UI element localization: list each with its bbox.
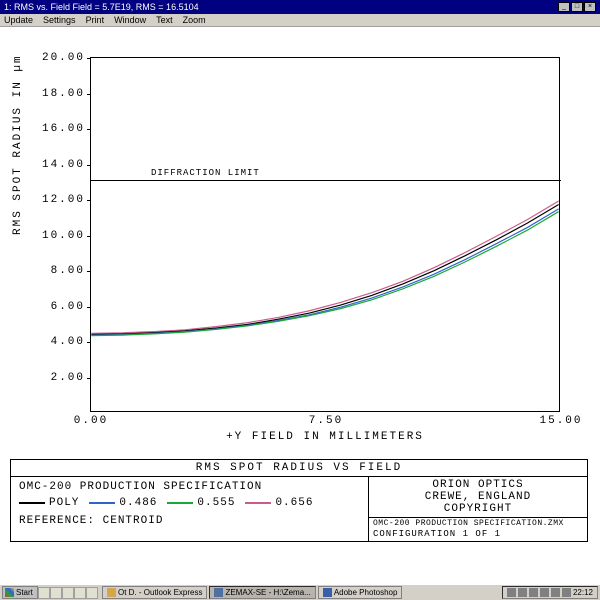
app-label: Ot D. - Outlook Express — [118, 588, 202, 597]
app-icon — [214, 588, 223, 597]
legend-swatch — [19, 502, 45, 504]
diffraction-limit-line — [91, 180, 561, 181]
windows-logo-icon — [5, 588, 14, 597]
menu-window[interactable]: Window — [114, 15, 146, 25]
close-button[interactable]: × — [584, 2, 596, 12]
system-tray: 22:12 — [502, 586, 598, 599]
plot-wrapper: RMS SPOT RADIUS IN µm +Y FIELD IN MILLIM… — [0, 27, 600, 584]
diffraction-limit-label: DIFFRACTION LIMIT — [151, 168, 260, 178]
legend-item: 0.555 — [167, 497, 235, 509]
legend-label: 0.486 — [119, 497, 157, 509]
legend-label: POLY — [49, 497, 79, 509]
window-controls: _ □ × — [558, 2, 596, 12]
copyright-label: COPYRIGHT — [369, 503, 587, 517]
minimize-button[interactable]: _ — [558, 2, 570, 12]
tray-icon[interactable] — [551, 588, 560, 597]
start-label: Start — [16, 588, 33, 597]
quicklaunch-icon[interactable] — [50, 587, 62, 599]
menu-zoom[interactable]: Zoom — [183, 15, 206, 25]
menu-text[interactable]: Text — [156, 15, 173, 25]
x-axis-label: +Y FIELD IN MILLIMETERS — [226, 431, 424, 443]
quicklaunch-icon[interactable] — [86, 587, 98, 599]
spec-right-panel: ORION OPTICS CREWE, ENGLAND COPYRIGHT OM… — [369, 477, 587, 541]
legend-label: 0.656 — [275, 497, 313, 509]
legend-swatch — [167, 502, 193, 504]
spec-reference: REFERENCE: CENTROID — [19, 515, 360, 527]
quicklaunch-icon[interactable] — [62, 587, 74, 599]
quicklaunch-icon[interactable] — [38, 587, 50, 599]
y-tick-label: 2.00 — [51, 372, 85, 384]
chart-title: RMS SPOT RADIUS VS FIELD — [11, 460, 587, 477]
chart-svg — [91, 58, 559, 411]
legend-item: 0.486 — [89, 497, 157, 509]
tray-icon[interactable] — [529, 588, 538, 597]
y-tick-label: 16.00 — [42, 123, 85, 135]
clock: 22:12 — [573, 588, 593, 597]
menu-update[interactable]: Update — [4, 15, 33, 25]
series-0.656 — [91, 201, 558, 333]
x-tick-label: 7.50 — [309, 415, 343, 427]
x-tick-label: 15.00 — [539, 415, 582, 427]
spec-left-panel: OMC-200 PRODUCTION SPECIFICATION POLY 0.4… — [11, 477, 369, 541]
company-location: CREWE, ENGLAND — [369, 491, 587, 503]
specification-box: RMS SPOT RADIUS VS FIELD OMC-200 PRODUCT… — [10, 459, 588, 542]
app-icon — [107, 588, 116, 597]
spec-title: OMC-200 PRODUCTION SPECIFICATION — [19, 481, 360, 493]
y-tick-label: 10.00 — [42, 230, 85, 242]
chart-plot-area: +Y FIELD IN MILLIMETERS 2.004.006.008.00… — [90, 57, 560, 412]
legend-item: 0.656 — [245, 497, 313, 509]
series-POLY — [91, 204, 558, 334]
series-0.486 — [91, 209, 558, 335]
y-tick-label: 8.00 — [51, 265, 85, 277]
app-label: ZEMAX-SE - H:\Zema... — [225, 588, 310, 597]
tray-icon[interactable] — [562, 588, 571, 597]
taskbar-apps: Ot D. - Outlook Express ZEMAX-SE - H:\Zem… — [102, 586, 402, 599]
taskbar: Start Ot D. - Outlook Express ZEMAX-SE - … — [0, 584, 600, 600]
y-tick-label: 18.00 — [42, 88, 85, 100]
y-tick-label: 6.00 — [51, 301, 85, 313]
y-tick-label: 20.00 — [42, 52, 85, 64]
legend-swatch — [89, 502, 115, 504]
x-tick-label: 0.00 — [74, 415, 108, 427]
taskbar-app[interactable]: ZEMAX-SE - H:\Zema... — [209, 586, 315, 599]
app-icon — [323, 588, 332, 597]
tray-icon[interactable] — [507, 588, 516, 597]
menu-bar: Update Settings Print Window Text Zoom — [0, 14, 600, 27]
y-tick-label: 12.00 — [42, 194, 85, 206]
tray-icon[interactable] — [540, 588, 549, 597]
legend-label: 0.555 — [197, 497, 235, 509]
taskbar-app[interactable]: Adobe Photoshop — [318, 586, 403, 599]
start-button[interactable]: Start — [2, 586, 38, 599]
company-name: ORION OPTICS — [369, 477, 587, 491]
maximize-button[interactable]: □ — [571, 2, 583, 12]
legend: POLY 0.486 0.555 0.656 — [19, 497, 360, 509]
y-tick-label: 4.00 — [51, 336, 85, 348]
y-axis-label: RMS SPOT RADIUS IN µm — [12, 54, 24, 235]
series-0.555 — [91, 212, 558, 336]
spec-config: CONFIGURATION 1 OF 1 — [369, 529, 587, 541]
window-title: 1: RMS vs. Field Field = 5.7E19, RMS = 1… — [4, 2, 199, 12]
app-label: Adobe Photoshop — [334, 588, 398, 597]
window-titlebar: 1: RMS vs. Field Field = 5.7E19, RMS = 1… — [0, 0, 600, 14]
legend-swatch — [245, 502, 271, 504]
legend-item: POLY — [19, 497, 79, 509]
y-tick-label: 14.00 — [42, 159, 85, 171]
spec-filename: OMC-200 PRODUCTION SPECIFICATION.ZMX — [369, 517, 587, 529]
quicklaunch-icon[interactable] — [74, 587, 86, 599]
menu-settings[interactable]: Settings — [43, 15, 76, 25]
menu-print[interactable]: Print — [86, 15, 105, 25]
tray-icon[interactable] — [518, 588, 527, 597]
taskbar-app[interactable]: Ot D. - Outlook Express — [102, 586, 207, 599]
